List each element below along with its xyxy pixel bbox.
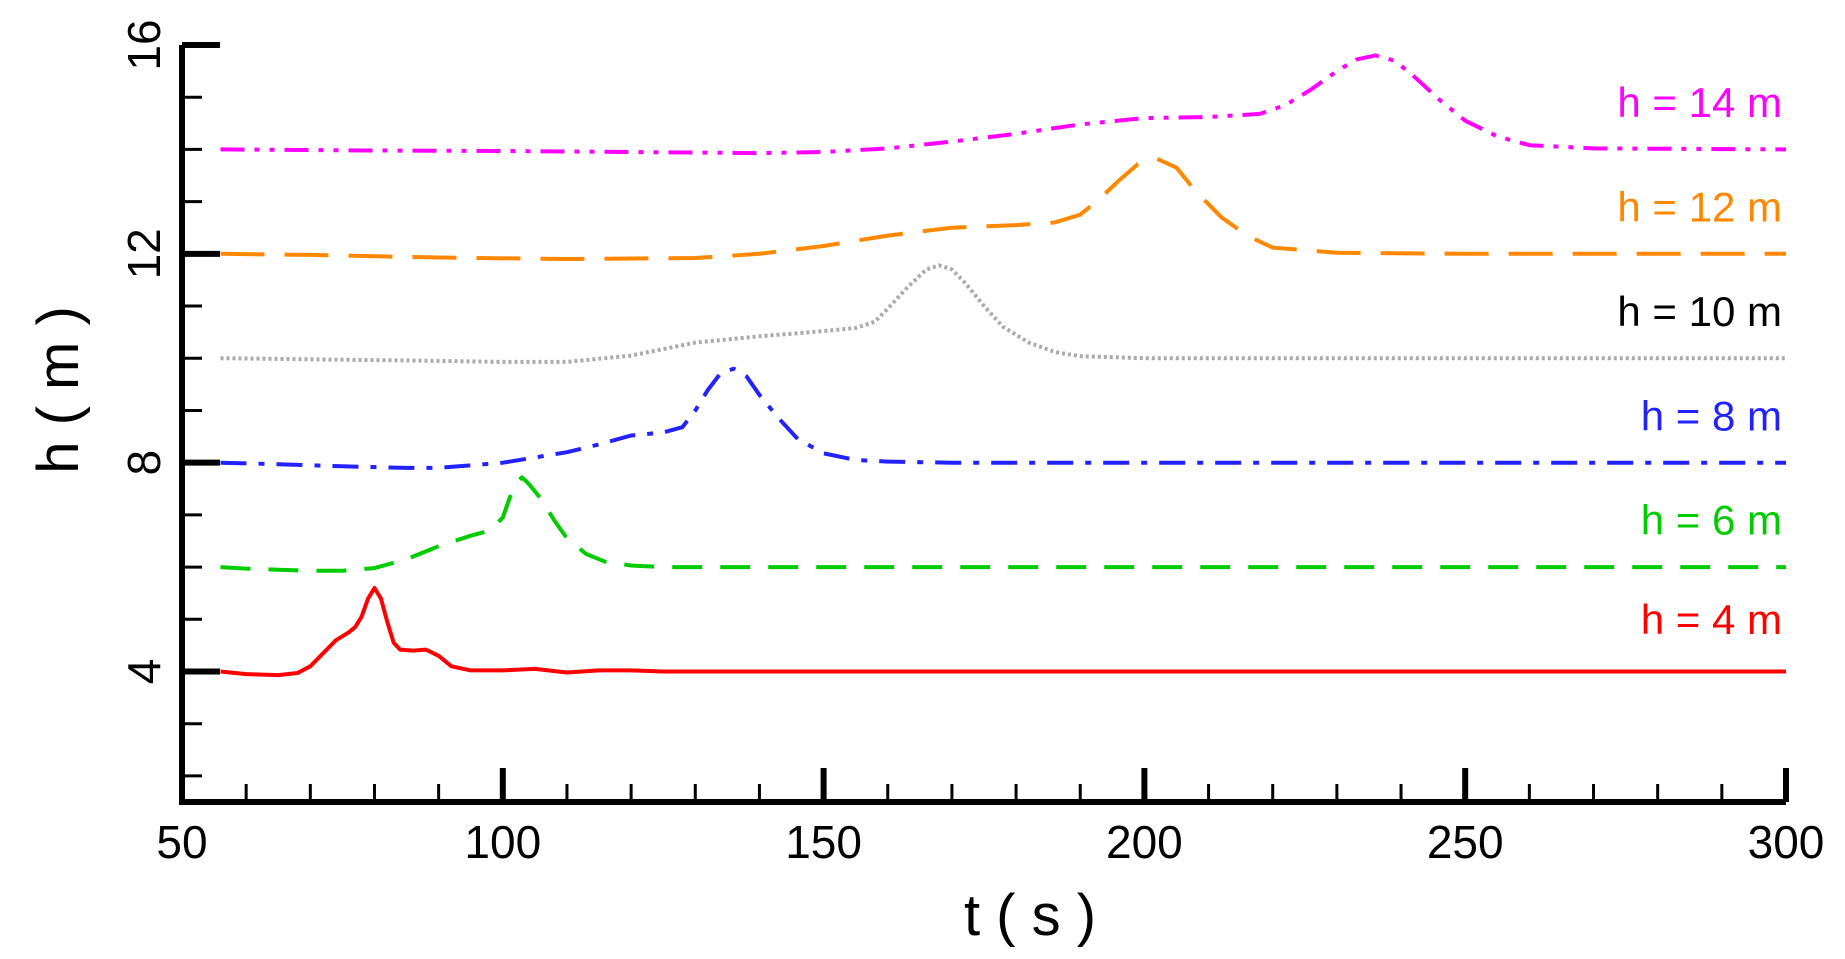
x-tick-label: 100 bbox=[464, 816, 541, 868]
series-label-h-12-m: h = 12 m bbox=[1617, 184, 1782, 231]
series-label-h-10-m: h = 10 m bbox=[1617, 288, 1782, 335]
y-tick-label: 8 bbox=[118, 450, 170, 476]
series-label-h-14-m: h = 14 m bbox=[1617, 79, 1782, 126]
labels-layer: 50 100 150 200 250 300 4 8 12 16 h = 4 m h = 6 m h =… bbox=[118, 19, 1824, 868]
y-axis-title: h ( m ) bbox=[26, 306, 91, 474]
x-tick-label: 300 bbox=[1748, 816, 1825, 868]
series-line-h-14-m bbox=[220, 53, 1787, 156]
x-tick-label: 150 bbox=[785, 816, 862, 868]
x-tick-label: 200 bbox=[1106, 816, 1183, 868]
series-line-h-6-m bbox=[220, 475, 1786, 573]
series-line-h-8-m bbox=[220, 366, 1786, 470]
series-layer bbox=[220, 53, 1787, 678]
series-line-h-10-m bbox=[220, 263, 1786, 364]
series-label-h-6-m: h = 6 m bbox=[1641, 497, 1782, 544]
series-label-h-4-m: h = 4 m bbox=[1641, 596, 1782, 643]
y-tick-label: 12 bbox=[118, 228, 170, 279]
ticks-layer bbox=[179, 42, 1789, 802]
series-label-h-8-m: h = 8 m bbox=[1641, 392, 1782, 439]
x-tick-label: 250 bbox=[1427, 816, 1504, 868]
series-line-h-4-m bbox=[220, 586, 1786, 678]
y-tick-label: 16 bbox=[118, 19, 170, 70]
x-axis-title: t ( s ) bbox=[964, 883, 1096, 948]
series-line-h-12-m bbox=[220, 156, 1786, 261]
y-tick-label: 4 bbox=[118, 659, 170, 685]
x-tick-label: 50 bbox=[156, 816, 207, 868]
axes-layer bbox=[179, 45, 1786, 805]
